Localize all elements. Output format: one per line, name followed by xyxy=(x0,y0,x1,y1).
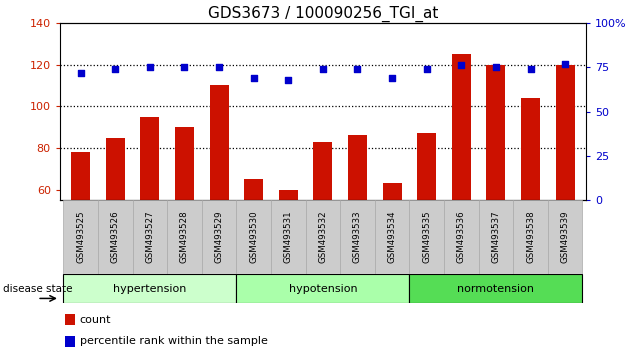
Text: GSM493531: GSM493531 xyxy=(284,211,293,263)
Text: GSM493532: GSM493532 xyxy=(318,211,328,263)
Bar xyxy=(340,200,375,274)
Bar xyxy=(452,54,471,200)
Bar xyxy=(548,200,583,274)
Point xyxy=(76,70,86,75)
Point xyxy=(421,66,432,72)
Point xyxy=(352,66,362,72)
Text: GSM493538: GSM493538 xyxy=(526,211,535,263)
Point xyxy=(249,75,259,81)
Text: hypotension: hypotension xyxy=(289,284,357,293)
Bar xyxy=(348,136,367,200)
Text: GSM493533: GSM493533 xyxy=(353,211,362,263)
Bar xyxy=(375,200,410,274)
Bar xyxy=(132,200,167,274)
Bar xyxy=(410,274,583,303)
Point xyxy=(214,64,224,70)
Point xyxy=(387,75,397,81)
Bar xyxy=(65,314,74,325)
Bar xyxy=(410,200,444,274)
Bar xyxy=(479,200,513,274)
Text: normotension: normotension xyxy=(457,284,534,293)
Text: GSM493535: GSM493535 xyxy=(422,211,431,263)
Bar xyxy=(175,127,194,200)
Bar xyxy=(313,142,333,200)
Point xyxy=(180,64,190,70)
Text: hypertension: hypertension xyxy=(113,284,186,293)
Bar xyxy=(63,200,98,274)
Text: GSM493536: GSM493536 xyxy=(457,211,466,263)
Bar xyxy=(98,200,132,274)
Bar xyxy=(65,336,74,347)
Text: GSM493539: GSM493539 xyxy=(561,211,570,263)
Bar xyxy=(271,200,306,274)
Bar xyxy=(236,274,410,303)
Bar xyxy=(202,200,236,274)
Point xyxy=(284,77,294,82)
Point xyxy=(318,66,328,72)
Bar xyxy=(556,65,575,200)
Text: disease state: disease state xyxy=(3,284,72,293)
Bar xyxy=(210,85,229,200)
Point xyxy=(560,61,570,67)
Text: GSM493537: GSM493537 xyxy=(491,211,500,263)
Bar xyxy=(63,274,236,303)
Point xyxy=(110,66,120,72)
Text: count: count xyxy=(80,315,112,325)
Bar xyxy=(236,200,271,274)
Bar xyxy=(513,200,548,274)
Bar xyxy=(382,183,401,200)
Bar xyxy=(71,152,90,200)
Text: GSM493525: GSM493525 xyxy=(76,211,85,263)
Point xyxy=(491,64,501,70)
Bar xyxy=(278,190,298,200)
Bar xyxy=(106,138,125,200)
Text: GSM493527: GSM493527 xyxy=(146,211,154,263)
Bar xyxy=(486,65,505,200)
Text: GSM493526: GSM493526 xyxy=(111,211,120,263)
Bar xyxy=(444,200,479,274)
Text: percentile rank within the sample: percentile rank within the sample xyxy=(80,336,268,346)
Bar xyxy=(167,200,202,274)
Text: GSM493534: GSM493534 xyxy=(387,211,397,263)
Text: GSM493529: GSM493529 xyxy=(215,211,224,263)
Bar xyxy=(140,117,159,200)
Point xyxy=(525,66,536,72)
Title: GDS3673 / 100090256_TGI_at: GDS3673 / 100090256_TGI_at xyxy=(208,5,438,22)
Bar xyxy=(521,98,540,200)
Point xyxy=(456,63,466,68)
Bar xyxy=(306,200,340,274)
Text: GSM493528: GSM493528 xyxy=(180,211,189,263)
Point xyxy=(145,64,155,70)
Bar xyxy=(417,133,436,200)
Text: GSM493530: GSM493530 xyxy=(249,211,258,263)
Bar xyxy=(244,179,263,200)
